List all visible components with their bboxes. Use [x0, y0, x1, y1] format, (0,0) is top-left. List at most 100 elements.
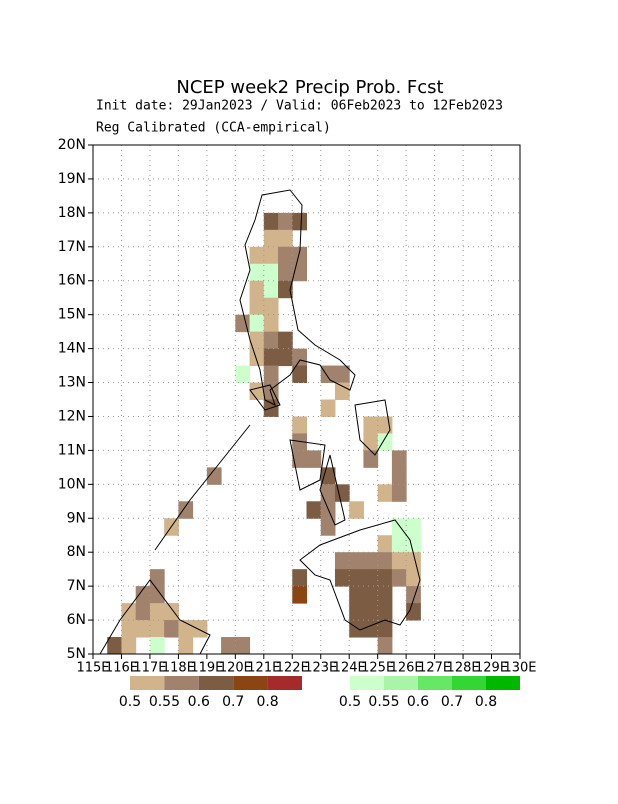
- y-tick-label: 18N: [58, 205, 86, 221]
- x-tick-label: 116E: [105, 661, 138, 676]
- x-tick-label: 130E: [503, 661, 536, 676]
- cell: [292, 433, 307, 451]
- cell: [263, 348, 279, 367]
- cell: [406, 569, 421, 587]
- legend-label: 0.55: [149, 694, 180, 710]
- cell: [278, 246, 293, 265]
- y-tick-label: 8N: [67, 544, 86, 560]
- legend-swatch: [267, 676, 302, 690]
- cell: [121, 620, 137, 638]
- cell: [292, 416, 307, 434]
- chart-title: NCEP week2 Precip Prob. Fcst: [176, 77, 443, 98]
- y-tick-label: 12N: [58, 408, 86, 424]
- cell: [149, 637, 165, 655]
- cell: [406, 552, 421, 570]
- legend-swatch: [452, 676, 486, 690]
- y-tick-label: 14N: [58, 341, 86, 357]
- legend-label: 0.6: [407, 694, 429, 710]
- cell: [164, 603, 179, 621]
- y-tick-label: 7N: [67, 578, 86, 594]
- y-tick-label: 5N: [67, 646, 86, 662]
- cell: [278, 348, 293, 367]
- cell: [349, 569, 364, 587]
- cell: [178, 637, 194, 655]
- cell: [263, 365, 279, 384]
- cell: [391, 484, 407, 502]
- legend-swatch: [418, 676, 452, 690]
- cell: [278, 212, 293, 231]
- coast-mindanao: [299, 519, 421, 631]
- cell: [249, 246, 265, 265]
- legend: 0.5 0.55 0.6 0.7 0.8 0.5 0.55 0.6 0.7 0.8: [119, 676, 520, 710]
- x-tick-label: 127E: [418, 661, 451, 676]
- cell: [349, 586, 364, 604]
- cell: [121, 603, 137, 621]
- cell: [349, 620, 364, 638]
- y-tick-label: 16N: [58, 273, 86, 289]
- x-tick-label: 129E: [475, 661, 508, 676]
- cell: [107, 637, 122, 655]
- legend-swatch: [486, 676, 520, 690]
- y-tick-label: 17N: [58, 239, 86, 255]
- cell: [349, 552, 364, 570]
- grid: [93, 145, 520, 654]
- x-tick-label: 119E: [190, 661, 223, 676]
- cell: [278, 229, 293, 248]
- cell: [235, 365, 251, 384]
- cell: [149, 620, 165, 638]
- cell: [292, 212, 307, 231]
- x-tick-label: 125E: [361, 661, 394, 676]
- cell: [334, 569, 350, 587]
- cell: [221, 637, 236, 655]
- legend-label: 0.8: [256, 694, 278, 710]
- cell: [363, 603, 379, 621]
- cells: [107, 212, 421, 655]
- cell: [249, 331, 265, 350]
- cell: [192, 620, 208, 638]
- y-tick-label: 9N: [67, 510, 86, 526]
- coast-mindoro: [249, 384, 281, 411]
- legend-label: 0.5: [339, 694, 361, 710]
- cell: [206, 467, 222, 485]
- x-tick-label: 117E: [133, 661, 166, 676]
- cell: [320, 518, 336, 536]
- cell: [363, 433, 379, 451]
- cell: [320, 484, 336, 502]
- cell: [292, 348, 307, 367]
- y-tick-label: 13N: [58, 375, 86, 391]
- cell: [292, 569, 307, 587]
- legend-swatch: [198, 676, 234, 690]
- cell: [391, 535, 407, 553]
- x-tick-label: 121E: [247, 661, 280, 676]
- cell: [263, 314, 279, 333]
- cell: [363, 416, 379, 434]
- legend-swatch: [233, 676, 268, 690]
- x-tick-label: 124E: [333, 661, 366, 676]
- cell: [149, 603, 165, 621]
- cell: [391, 467, 407, 485]
- cell: [363, 586, 379, 604]
- cell: [292, 450, 307, 468]
- cell: [263, 212, 279, 231]
- cell: [377, 416, 393, 434]
- cell: [306, 501, 322, 519]
- frame: [92, 144, 521, 655]
- cell: [149, 586, 165, 604]
- x-tick-label: 123E: [304, 661, 337, 676]
- y-tick-label: 20N: [58, 137, 86, 153]
- cell: [320, 467, 336, 485]
- cell: [292, 246, 307, 265]
- y-tick-label: 19N: [58, 171, 86, 187]
- x-tick-label: 122E: [276, 661, 309, 676]
- cell: [249, 263, 265, 282]
- cell: [391, 552, 407, 570]
- cell: [249, 348, 265, 367]
- cell: [377, 484, 393, 502]
- x-tick-label: 126E: [390, 661, 423, 676]
- cell: [334, 552, 350, 570]
- cell: [164, 620, 179, 638]
- cell: [349, 603, 364, 621]
- legend-label: 0.7: [441, 694, 463, 710]
- cell: [349, 501, 364, 519]
